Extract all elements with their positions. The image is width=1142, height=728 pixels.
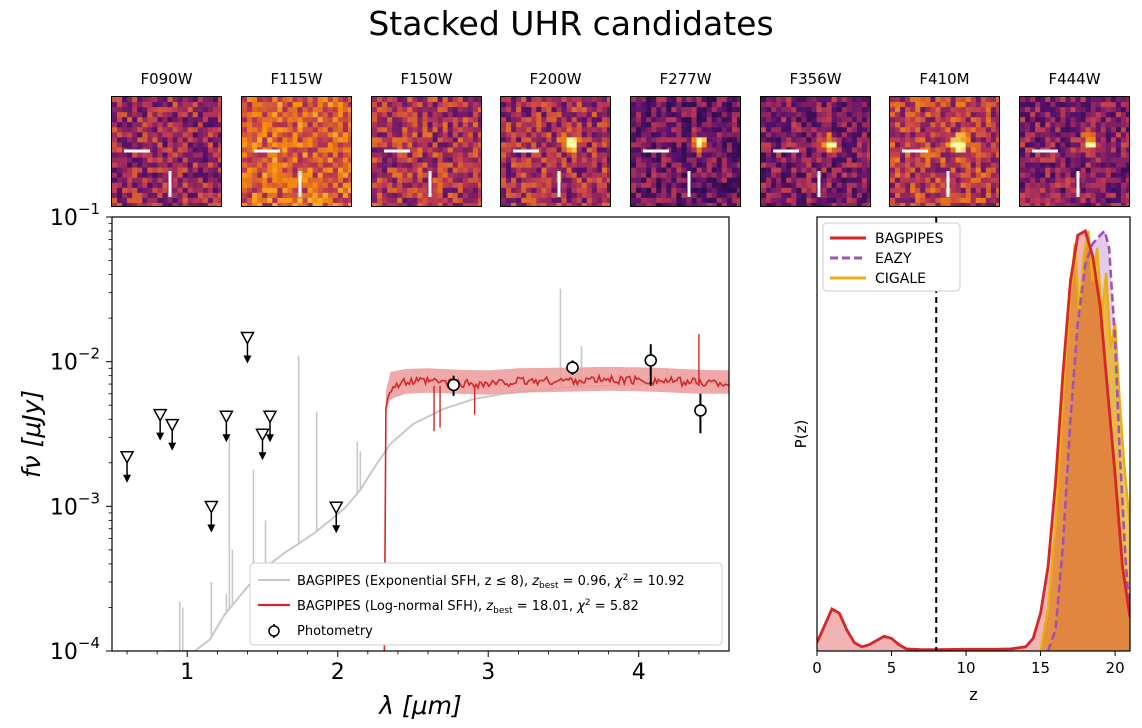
- pz-x-tick-label: 0: [812, 659, 822, 677]
- pz-x-tick-label: 20: [1106, 659, 1125, 677]
- pz-legend-label-cigale: CIGALE: [875, 271, 926, 287]
- cutout-label-f444w: F444W: [1048, 70, 1101, 88]
- cutout-pixels: [501, 97, 610, 206]
- cutout-f410m: [889, 96, 1000, 207]
- x-tick-label: 3: [481, 660, 495, 685]
- series-line-exponential: [164, 381, 729, 651]
- photometry-point: [694, 393, 707, 434]
- area-bagpipes: [817, 231, 1130, 651]
- figure-title: Stacked UHR candidates: [368, 4, 774, 43]
- pz-y-axis-label: P(z): [792, 420, 810, 449]
- cutout-label-f090w: F090W: [140, 70, 193, 88]
- cutout-label-f150w: F150W: [400, 70, 453, 88]
- cutout-f277w: [630, 96, 741, 207]
- cutout-f090w: [111, 96, 222, 207]
- x-axis-label: λ [μm]: [377, 691, 462, 720]
- line-bagpipes: [817, 228, 1130, 651]
- cutout-f444w: [1019, 96, 1130, 207]
- cutout-label-f115w: F115W: [270, 70, 323, 88]
- upper-limit-marker: [152, 408, 168, 441]
- cutout-f200w: [500, 96, 611, 207]
- cutout-pixels: [631, 97, 740, 206]
- photometry-point: [447, 375, 460, 396]
- pz-x-axis-label: z: [969, 685, 977, 704]
- upper-limit-marker: [164, 418, 180, 451]
- y-axis-label: fν [μJy]: [17, 390, 46, 478]
- cutout-label-f410m: F410M: [919, 70, 970, 88]
- cutout-label-f200w: F200W: [529, 70, 582, 88]
- sed-axes-frame: [111, 216, 730, 652]
- cutout-label-f356w: F356W: [789, 70, 842, 88]
- series-line-lognormal: [383, 373, 729, 651]
- x-tick-label: 1: [180, 660, 194, 685]
- cutout-f356w: [760, 96, 871, 207]
- cutout-f150w: [371, 96, 482, 207]
- upper-limit-marker: [255, 428, 270, 461]
- photometry-point: [644, 344, 658, 386]
- pz-legend: BAGPIPES EAZY CIGALE: [822, 222, 961, 292]
- cutout-label-f277w: F277W: [659, 70, 712, 88]
- x-tick-label: 4: [632, 660, 646, 685]
- sed-legend: BAGPIPES (Exponential SFH, z ≤ 8), zbest…: [249, 562, 723, 646]
- upper-limit-marker: [328, 501, 344, 534]
- cutout-f115w: [241, 96, 352, 207]
- sed-plot-area: [164, 288, 729, 651]
- pz-plot-area: [817, 228, 1130, 651]
- y-tick-label: 10−3: [50, 489, 100, 520]
- legend-photometry-marker: [268, 625, 280, 637]
- legend-lognormal-label: BAGPIPES (Log-normal SFH), zbest = 18.01…: [297, 598, 639, 616]
- pz-x-tick-label: 5: [887, 659, 897, 677]
- pz-axes-frame: [816, 216, 1131, 652]
- cutout-pixels: [112, 97, 221, 206]
- legend-exponential-label: BAGPIPES (Exponential SFH, z ≤ 8), zbest…: [297, 573, 685, 591]
- upper-limit-marker: [262, 410, 278, 443]
- y-tick-label: 10−2: [50, 345, 100, 376]
- area-cigale: [1040, 231, 1130, 651]
- y-tick-label: 10−1: [50, 200, 100, 231]
- legend-photometry-label: Photometry: [297, 624, 373, 639]
- cutout-pixels: [761, 97, 870, 206]
- pz-x-tick-label: 15: [1031, 659, 1050, 677]
- upper-limit-marker: [240, 331, 255, 364]
- pz-x-tick-label: 10: [957, 659, 976, 677]
- pz-legend-label-bagpipes: BAGPIPES: [875, 231, 944, 247]
- pz-legend-frame: [822, 222, 961, 292]
- line-eazy: [1046, 228, 1130, 651]
- photometry-point: [566, 360, 579, 375]
- legend-frame: [249, 562, 723, 646]
- cutout-pixels: [1020, 97, 1129, 206]
- y-tick-label: 10−4: [50, 634, 100, 665]
- upper-limit-marker: [204, 500, 219, 533]
- x-tick-label: 2: [331, 660, 345, 685]
- upper-limit-marker: [219, 410, 234, 443]
- upper-limit-marker: [119, 450, 135, 483]
- pz-legend-label-eazy: EAZY: [875, 251, 912, 267]
